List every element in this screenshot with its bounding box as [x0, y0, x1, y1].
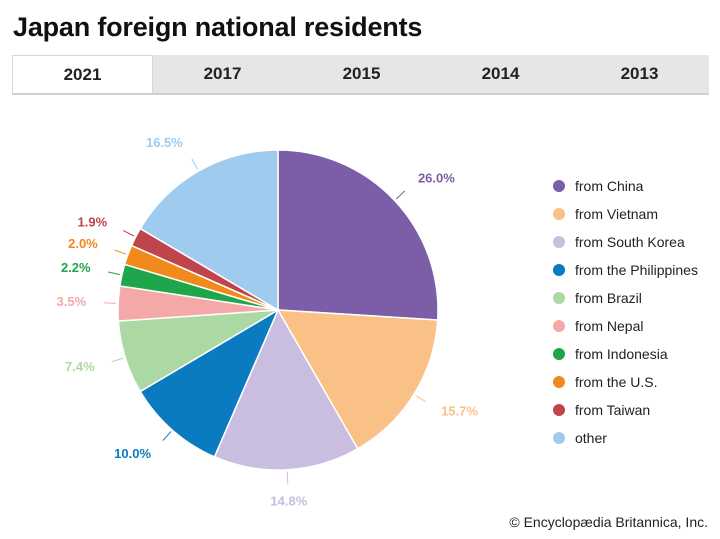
legend-item-7: from the U.S. [553, 368, 698, 396]
pie-slice-label-4: 7.4% [65, 359, 95, 374]
copyright-credit: © Encyclopædia Britannica, Inc. [509, 514, 708, 530]
legend-label: from Brazil [575, 290, 642, 306]
pie-leader-line-4 [111, 357, 124, 363]
tab-2014[interactable]: 2014 [481, 64, 520, 83]
tab-2017[interactable]: 2017 [203, 64, 242, 83]
pie-slice-label-1: 15.7% [441, 403, 478, 418]
tab-2021[interactable]: 2021 [12, 55, 153, 93]
legend: from China from Vietnam from South Korea fr… [553, 172, 698, 452]
pie-slice-label-5: 3.5% [57, 294, 87, 309]
pie-leader-line-0 [395, 190, 406, 200]
pie-slice-1 [276, 309, 439, 450]
legend-swatch-icon [553, 236, 565, 248]
legend-item-5: from Nepal [553, 312, 698, 340]
pie-leader-line-1 [415, 395, 427, 403]
pie-slice-0 [277, 149, 439, 321]
legend-label: from South Korea [575, 234, 685, 250]
legend-swatch-icon [553, 208, 565, 220]
pie-slice-label-6: 2.2% [61, 260, 91, 275]
pie-slice-label-0: 26.0% [418, 171, 455, 186]
legend-item-4: from Brazil [553, 284, 698, 312]
legend-swatch-icon [553, 404, 565, 416]
legend-item-0: from China [553, 172, 698, 200]
legend-label: other [575, 430, 607, 446]
legend-label: from Nepal [575, 318, 644, 334]
legend-label: from the Philippines [575, 262, 698, 278]
pie-chart: 26.0% 15.7% 14.8% 10.0% 7.4% 3.5% 2.2% 2.0% 1.9%… [57, 135, 479, 508]
chart-title: Japan foreign national residents [13, 12, 423, 42]
legend-item-9: other [553, 424, 698, 452]
legend-swatch-icon [553, 320, 565, 332]
pie-slice-3 [139, 308, 280, 458]
legend-item-1: from Vietnam [553, 200, 698, 228]
legend-label: from the U.S. [575, 374, 658, 390]
pie-slice-label-2: 14.8% [270, 494, 307, 509]
pie-leader-line-6 [108, 271, 121, 276]
pie-slice-label-8: 1.9% [78, 214, 108, 229]
legend-swatch-icon [553, 376, 565, 388]
legend-label: from Vietnam [575, 206, 658, 222]
legend-label: from China [575, 178, 644, 194]
legend-label: from Taiwan [575, 402, 651, 418]
legend-swatch-icon [553, 432, 565, 444]
legend-swatch-icon [553, 348, 565, 360]
legend-swatch-icon [553, 292, 565, 304]
pie-leader-line-8 [122, 230, 135, 237]
legend-swatch-icon [553, 180, 565, 192]
pie-leader-line-9 [191, 158, 199, 170]
pie-leader-line-2 [286, 471, 289, 484]
pie-slice-label-9: 16.5% [146, 135, 183, 150]
pie-leader-line-7 [114, 249, 127, 255]
pie-slice-2 [213, 308, 359, 471]
pie-leader-line-3 [162, 431, 172, 441]
legend-swatch-icon [553, 264, 565, 276]
tab-2013[interactable]: 2013 [620, 64, 659, 83]
legend-item-2: from South Korea [553, 228, 698, 256]
pie-slice-9 [139, 149, 279, 312]
legend-item-3: from the Philippines [553, 256, 698, 284]
legend-label: from Indonesia [575, 346, 668, 362]
year-tabs: 2021 2017 2015 2014 2013 [12, 55, 709, 95]
tab-2015[interactable]: 2015 [342, 64, 381, 83]
pie-slice-label-7: 2.0% [68, 236, 98, 251]
legend-item-8: from Taiwan [553, 396, 698, 424]
legend-item-6: from Indonesia [553, 340, 698, 368]
pie-slice-label-3: 10.0% [114, 446, 151, 461]
